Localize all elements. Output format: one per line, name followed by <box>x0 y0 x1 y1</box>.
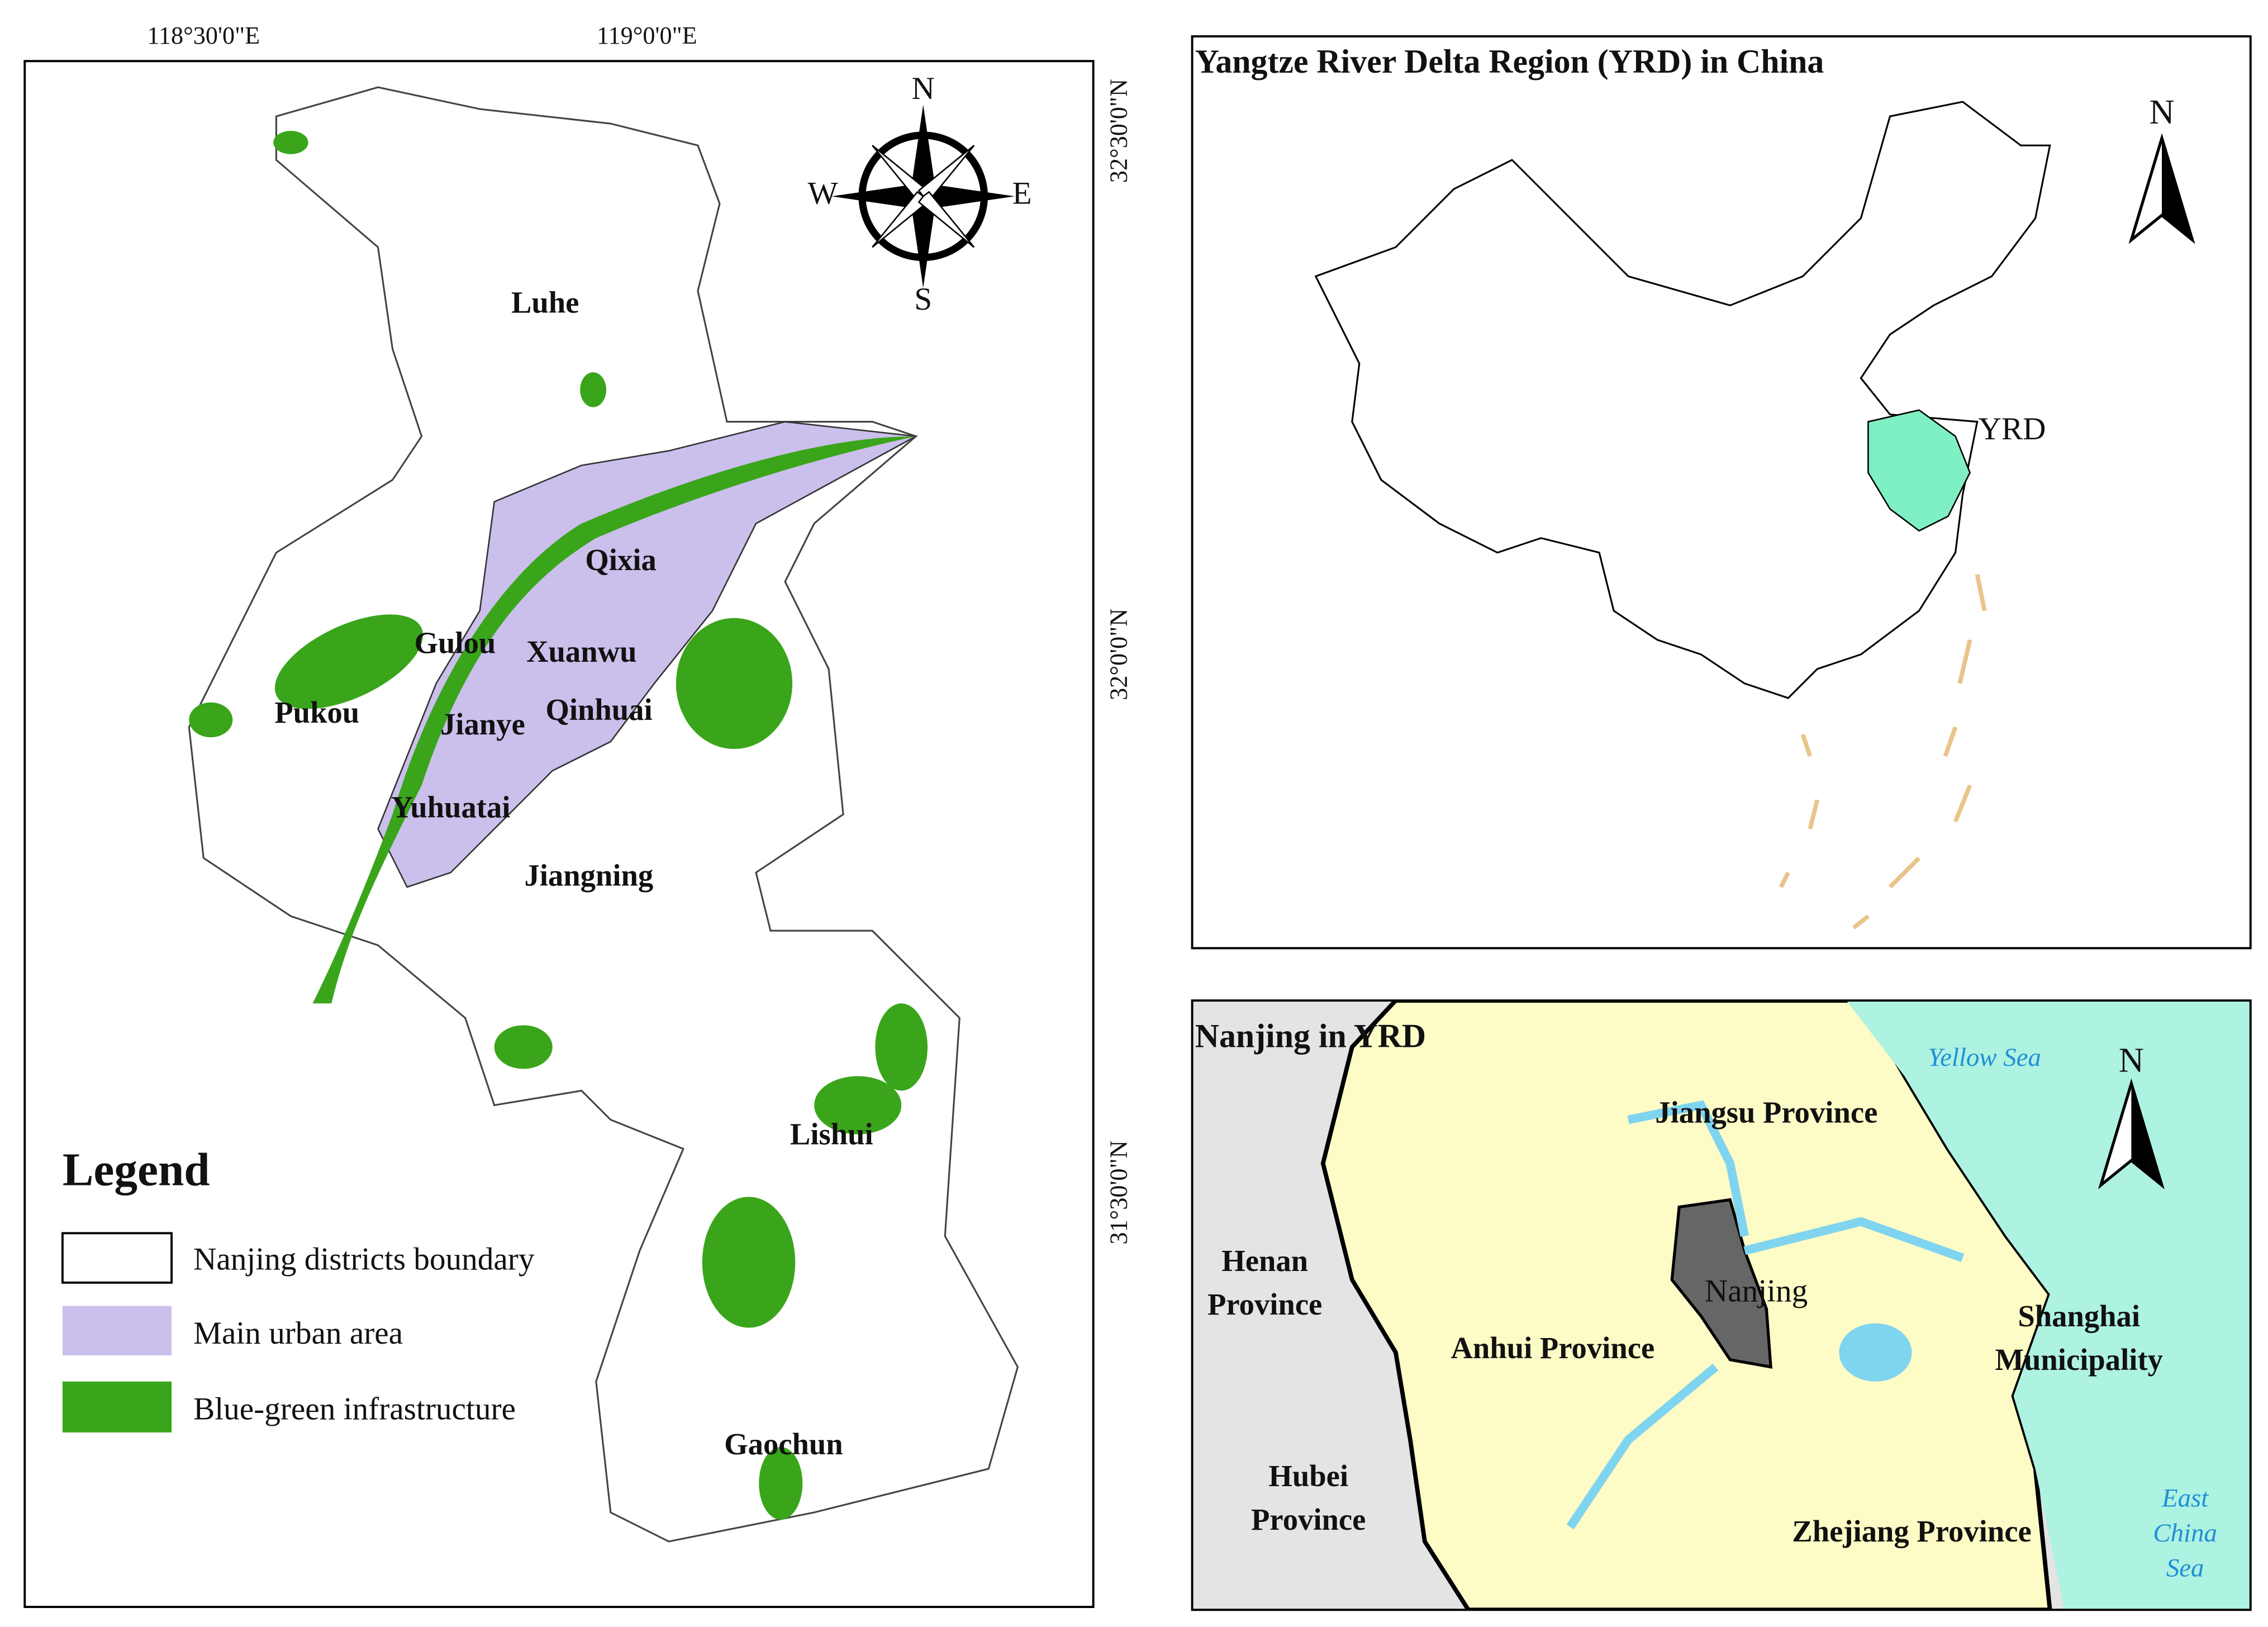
green-patch <box>189 702 233 738</box>
nanjing-area <box>1670 1198 1772 1369</box>
green-patch <box>274 614 424 709</box>
province-label: Zhejiang Province <box>1792 1514 2031 1548</box>
district-label: Qinhuai <box>545 692 652 727</box>
yrd-region <box>1867 409 1971 532</box>
legend-label: Main urban area <box>193 1316 403 1351</box>
legend-label: Blue-green infrastructure <box>193 1391 516 1426</box>
city-label: Nanjing <box>1705 1274 1808 1309</box>
legend-title: Legend <box>63 1145 210 1196</box>
district-label: Xuanwu <box>526 634 636 668</box>
district-label: Jiangning <box>524 858 653 893</box>
compass-rose <box>831 105 1015 288</box>
district-label: Yuhuatai <box>391 790 511 824</box>
green-patch <box>580 372 607 407</box>
province-label: Henan Province <box>1207 1244 1322 1321</box>
yrd-map-title: Nanjing in YRD <box>1195 1017 1426 1054</box>
china-map-title: Yangtze River Delta Region (YRD) in Chin… <box>1195 43 1824 80</box>
district-label: Qixia <box>585 543 656 577</box>
nine-dash-line <box>1779 573 1987 930</box>
lat-label: 31°30'0"N <box>1105 1140 1132 1244</box>
lake <box>1839 1323 1912 1382</box>
river <box>1566 1100 1965 1530</box>
district-label: Gulou <box>415 625 496 660</box>
district-label: Pukou <box>274 695 359 729</box>
green-patch <box>814 1076 902 1135</box>
compass-n: N <box>912 71 935 106</box>
lon-label: 118°30'0"E <box>147 22 260 49</box>
green-patch <box>702 1197 796 1328</box>
yrd-label: YRD <box>1979 411 2046 447</box>
green-patch <box>759 1446 803 1520</box>
lon-label: 119°0'0"E <box>597 22 697 49</box>
district-label: Gaochun <box>724 1427 843 1461</box>
province-label: Hubei Province <box>1251 1459 1366 1536</box>
north-arrow <box>2162 138 2193 240</box>
sea-label: East China Sea <box>2153 1484 2217 1583</box>
north-label: N <box>2149 92 2174 131</box>
yangtze-river <box>312 436 916 1004</box>
compass-e: E <box>1012 175 1032 211</box>
china-outline <box>1314 101 2051 699</box>
north-label: N <box>2119 1041 2144 1080</box>
compass-w: W <box>808 175 838 211</box>
green-patch <box>875 1003 928 1091</box>
legend-swatch <box>62 1306 172 1355</box>
district-label: Lishui <box>790 1117 873 1151</box>
legend-swatch <box>61 1232 173 1284</box>
legend-swatch <box>62 1381 172 1432</box>
district-label: Jianye <box>440 707 525 741</box>
green-patch <box>273 131 308 154</box>
province-label: Shanghai Municipality <box>1995 1299 2162 1377</box>
blue-green-infrastructure <box>189 131 928 1520</box>
province-label: Anhui Province <box>1451 1331 1654 1365</box>
legend-label: Nanjing districts boundary <box>193 1241 535 1277</box>
main-urban-area <box>377 421 919 888</box>
yrd-map-frame <box>1191 999 2252 1611</box>
green-patch <box>494 1025 553 1069</box>
lat-label: 32°30'0"N <box>1105 79 1132 183</box>
district-label: Luhe <box>511 285 579 319</box>
green-patch <box>676 618 793 749</box>
lat-label: 32°0'0"N <box>1105 609 1132 700</box>
sea-label: Yellow Sea <box>1928 1043 2041 1072</box>
compass-s: S <box>914 282 932 317</box>
province-label: Jiangsu Province <box>1655 1095 1877 1130</box>
